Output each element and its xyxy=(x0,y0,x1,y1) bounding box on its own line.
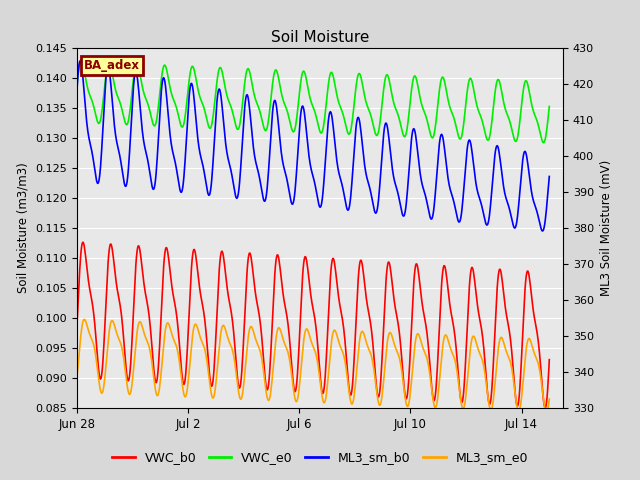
Title: Soil Moisture: Soil Moisture xyxy=(271,30,369,46)
Legend: VWC_b0, VWC_e0, ML3_sm_b0, ML3_sm_e0: VWC_b0, VWC_e0, ML3_sm_b0, ML3_sm_e0 xyxy=(107,446,533,469)
Text: BA_adex: BA_adex xyxy=(84,59,140,72)
Y-axis label: Soil Moisture (m3/m3): Soil Moisture (m3/m3) xyxy=(17,163,30,293)
Y-axis label: ML3 Soil Moisture (mV): ML3 Soil Moisture (mV) xyxy=(600,160,612,296)
